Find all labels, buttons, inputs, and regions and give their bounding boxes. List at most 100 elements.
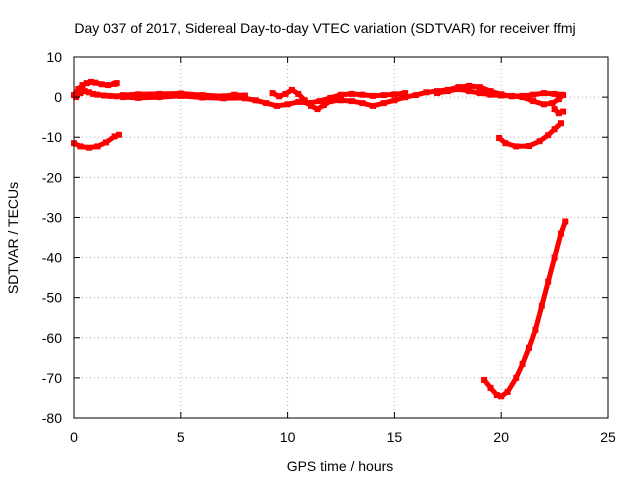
data-point	[519, 94, 526, 101]
data-point	[555, 96, 562, 103]
axis-ticks	[73, 56, 609, 419]
data-point	[536, 138, 543, 145]
data-point	[77, 90, 84, 97]
data-point	[120, 94, 127, 101]
data-point	[538, 302, 545, 309]
data-point	[135, 94, 142, 101]
y-tick-label: 0	[54, 89, 62, 105]
y-tick-label: -20	[42, 169, 62, 185]
data-point	[519, 360, 526, 367]
data-point	[105, 82, 112, 89]
data-point	[402, 94, 409, 101]
data-point	[551, 106, 558, 113]
data-point	[301, 97, 308, 104]
data-point	[94, 91, 101, 98]
data-point	[551, 126, 558, 133]
y-tick-label: -30	[42, 209, 62, 225]
data-point	[391, 97, 398, 104]
data-point	[338, 97, 344, 104]
data-point	[412, 92, 419, 99]
data-point	[113, 93, 120, 100]
data-point	[530, 98, 537, 105]
data-point	[77, 143, 84, 150]
data-point	[316, 98, 323, 105]
data-point	[156, 90, 163, 97]
data-point	[487, 384, 494, 391]
data-point	[156, 94, 163, 101]
data-point	[555, 110, 562, 117]
data-point	[466, 82, 473, 89]
data-point	[562, 218, 569, 225]
data-point	[487, 88, 494, 95]
data-point	[504, 388, 511, 395]
data-point	[476, 90, 483, 97]
data-point	[502, 140, 509, 147]
data-point	[92, 79, 99, 86]
y-tick-label: -60	[42, 330, 62, 346]
x-axis-label: GPS time / hours	[287, 458, 394, 474]
data-point	[370, 92, 376, 99]
data-point	[177, 92, 184, 99]
data-point	[359, 100, 366, 107]
data-point	[252, 97, 259, 104]
data-point	[560, 92, 567, 99]
data-point	[107, 92, 114, 99]
data-point	[434, 90, 441, 97]
data-point	[282, 90, 289, 97]
chart-title: Day 037 of 2017, Sidereal Day-to-day VTE…	[74, 20, 575, 36]
x-tick-label: 25	[600, 429, 616, 445]
data-point	[380, 100, 387, 107]
data-point	[540, 90, 547, 97]
data-point	[549, 100, 556, 107]
data-point	[530, 91, 537, 98]
data-point	[558, 230, 564, 237]
y-tick-label: -80	[42, 410, 62, 426]
plot-frame	[73, 56, 609, 419]
data-point	[94, 143, 101, 150]
data-point	[348, 98, 355, 105]
data-series-trace	[120, 93, 248, 101]
data-point	[402, 90, 409, 97]
y-tick-label: -70	[42, 370, 62, 386]
data-point	[526, 143, 532, 149]
data-point	[348, 90, 355, 97]
data-point	[295, 90, 302, 97]
data-point	[391, 91, 398, 98]
data-point	[288, 86, 295, 93]
x-tick-label: 5	[177, 429, 185, 445]
y-tick-label: -10	[42, 129, 62, 145]
y-tick-label: -40	[42, 250, 62, 266]
data-point	[551, 90, 558, 97]
x-axis-tick-labels: 0 5 10 15 20 25	[70, 429, 616, 445]
data-point	[199, 94, 206, 101]
data-point	[135, 91, 142, 98]
data-point	[560, 108, 567, 115]
data-point	[498, 92, 505, 99]
data-point	[314, 106, 321, 113]
data-point	[545, 278, 552, 285]
data-point	[370, 102, 376, 109]
data-point	[86, 89, 92, 96]
data-point	[526, 344, 532, 351]
data-point	[90, 90, 97, 97]
data-point	[111, 133, 118, 140]
data-point	[113, 80, 120, 87]
x-tick-label: 20	[493, 429, 509, 445]
y-axis-tick-labels: 10 0 -10 -20 -30 -40 -50 -60 -70 -80	[42, 49, 62, 426]
data-point	[75, 86, 82, 93]
x-tick-label: 0	[70, 429, 78, 445]
data-point	[308, 102, 315, 109]
data-point	[269, 90, 276, 97]
data-series-trace	[242, 90, 408, 109]
data-series-group	[71, 78, 569, 400]
data-point	[295, 98, 302, 105]
data-point	[103, 139, 109, 146]
data-point	[327, 98, 334, 105]
data-point	[88, 78, 95, 85]
data-point	[79, 82, 86, 89]
data-point	[455, 86, 462, 93]
data-point	[81, 88, 88, 95]
data-point	[481, 376, 488, 383]
